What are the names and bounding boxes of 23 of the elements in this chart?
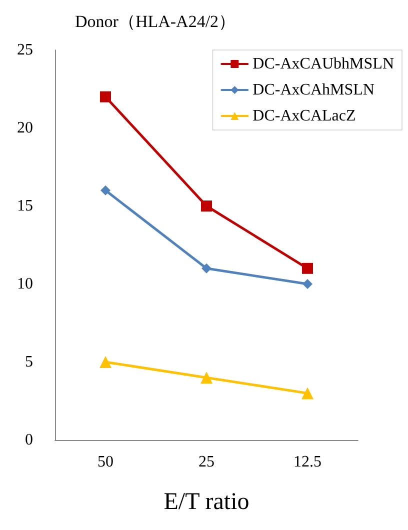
y-tick-label: 10 <box>17 276 33 292</box>
point <box>201 200 212 212</box>
x-axis-title: E/T ratio <box>164 489 250 515</box>
point <box>200 372 212 384</box>
y-tick-label: 15 <box>17 198 33 214</box>
y-tick-label: 5 <box>25 354 33 370</box>
point <box>100 91 111 102</box>
legend-label: DC-AxCALacZ <box>252 108 356 124</box>
point <box>302 262 313 274</box>
x-tick-label: 50 <box>98 454 114 470</box>
y-tick-label: 0 <box>25 432 33 448</box>
y-tick-label: 25 <box>17 42 33 58</box>
x-tick-label: 25 <box>198 454 214 470</box>
chart-title: Donor（HLA-A24/2） <box>75 12 236 31</box>
point <box>100 356 112 368</box>
point <box>302 387 314 400</box>
legend-label: DC-AxCAUbhMSLN <box>252 56 394 72</box>
legend-label: DC-AxCAhMSLN <box>252 82 375 98</box>
y-tick-label: 20 <box>17 120 33 136</box>
x-tick-label: 12.5 <box>294 454 322 470</box>
point <box>100 185 110 196</box>
point <box>302 279 312 289</box>
point <box>202 263 212 274</box>
